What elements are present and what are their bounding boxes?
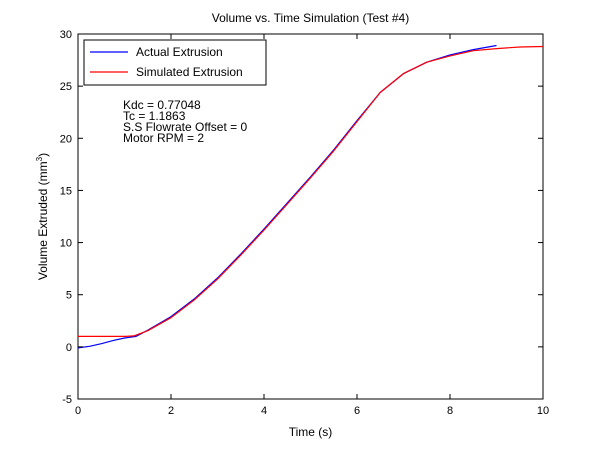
- annotation-block: Kdc = 0.77048 Tc = 1.1863 S.S Flowrate O…: [123, 98, 247, 145]
- y-tick-label: 15: [60, 185, 72, 197]
- y-tick-label: 30: [60, 29, 72, 41]
- legend-label-simulated: Simulated Extrusion: [136, 65, 243, 79]
- x-tick-label: 6: [354, 405, 360, 417]
- y-axis-label-end: ): [36, 153, 50, 157]
- annotation-ss-offset: S.S Flowrate Offset = 0: [123, 120, 247, 134]
- x-tick-label: 10: [537, 405, 549, 417]
- y-axis-label-main: Volume Extruded (mm: [36, 161, 50, 280]
- simulated-extrusion-line: [78, 45, 544, 337]
- chart-title: Volume vs. Time Simulation (Test #4): [212, 11, 409, 25]
- annotation-tc: Tc = 1.1863: [123, 109, 186, 123]
- x-axis-label: Time (s): [289, 425, 333, 439]
- y-tick-label: 20: [60, 133, 72, 145]
- x-tick-label: 0: [75, 405, 81, 417]
- y-tick-label: -5: [62, 394, 72, 406]
- y-axis-label-superscript: 3: [35, 156, 44, 161]
- legend: Actual Extrusion Simulated Extrusion: [83, 39, 267, 86]
- series-layer: [77, 44, 544, 349]
- plot-area: [77, 33, 544, 400]
- y-tick-label: 5: [66, 290, 72, 302]
- y-tick-label: 0: [66, 342, 72, 354]
- x-tick-label: 8: [447, 405, 453, 417]
- annotation-kdc: Kdc = 0.77048: [123, 98, 201, 112]
- x-tick-label: 2: [168, 405, 174, 417]
- legend-label-actual: Actual Extrusion: [136, 45, 223, 59]
- annotation-motor-rpm: Motor RPM = 2: [123, 131, 204, 145]
- y-tick-label: 25: [60, 81, 72, 93]
- legend-box: [83, 39, 267, 86]
- y-tick-label: 10: [60, 238, 72, 250]
- x-tick-label: 4: [261, 405, 267, 417]
- y-axis-label: Volume Extruded (mm3): [35, 153, 50, 280]
